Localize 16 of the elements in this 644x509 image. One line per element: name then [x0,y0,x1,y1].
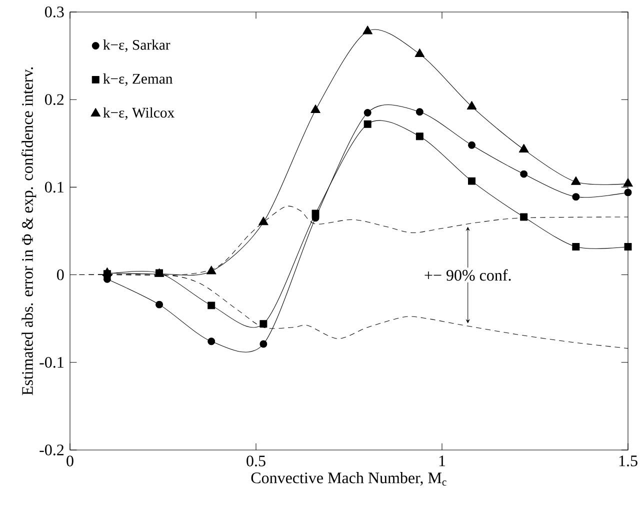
y-tick-label: 0.2 [45,94,64,106]
y-tick-label: 0 [57,269,64,280]
y-tick-label: -0.1 [40,356,64,368]
annotation: +− 90% conf. [424,269,511,281]
y-tick-label: -0.2 [40,444,64,456]
y-axis-title: Estimated abs. error in Φ & exp. confidence interv. [21,67,36,396]
legend-label: k−ε, Zeman [103,73,173,86]
x-tick-label: 0 [66,456,74,466]
x-axis-title: Convective Mach Number, M$_{c}$ [251,472,446,486]
legend-label: k−ε, Wilcox [103,107,174,120]
y-tick-label: 0.3 [45,6,64,18]
x-tick-label: 0.5 [246,456,266,466]
x-tick-label: 1 [439,456,446,466]
x-tick-label: 1.5 [619,456,638,466]
legend-label: k−ε, Sarkar [103,40,170,52]
y-tick-label: 0.1 [45,182,64,193]
